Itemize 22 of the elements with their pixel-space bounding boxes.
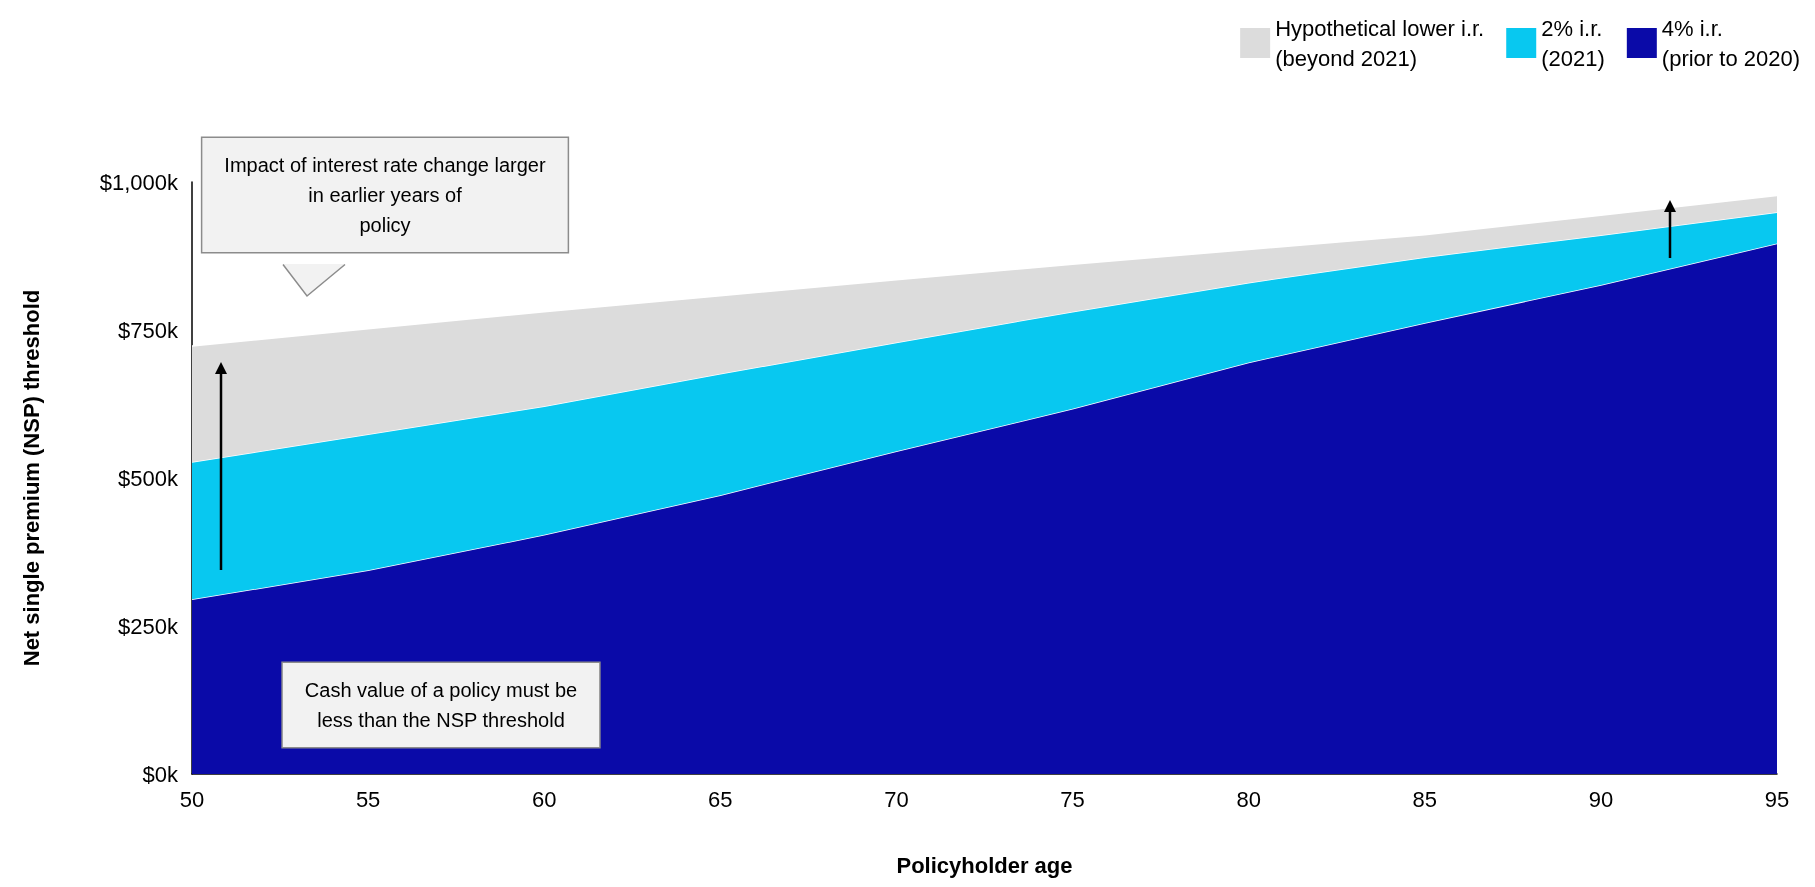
y-tick-label: $500k — [118, 465, 179, 491]
legend-label: 2% i.r. (2021) — [1541, 15, 1605, 71]
legend-label: Hypothetical lower i.r. (beyond 2021) — [1275, 15, 1485, 71]
y-tick-label: $250k — [118, 613, 179, 639]
x-tick-label: 50 — [179, 786, 205, 812]
y-tick-label: $750k — [118, 317, 179, 343]
x-tick-label: 65 — [708, 786, 733, 812]
x-tick-label: 60 — [531, 786, 557, 812]
y-axis-title: Net single premium (NSP) threshold — [18, 289, 44, 667]
y-tick-label: $0k — [142, 761, 179, 787]
x-tick-label: 95 — [1764, 786, 1790, 812]
x-axis-title: Policyholder age — [896, 852, 1073, 878]
x-tick-label: 75 — [1060, 786, 1085, 812]
x-tick-label: 80 — [1236, 786, 1261, 812]
legend-label: 4% i.r. (prior to 2020) — [1661, 15, 1801, 71]
annotation: Cash value of a policy must be less than the NSP threshold — [304, 679, 578, 731]
x-tick-label: 70 — [884, 786, 909, 812]
annotation: Impact of interest rate change larger in earlier years of policy — [224, 154, 546, 236]
x-tick-label: 55 — [355, 786, 381, 812]
y-tick-label: $1,000k — [99, 169, 179, 195]
x-tick-label: 85 — [1412, 786, 1438, 812]
x-tick-label: 90 — [1588, 786, 1614, 812]
